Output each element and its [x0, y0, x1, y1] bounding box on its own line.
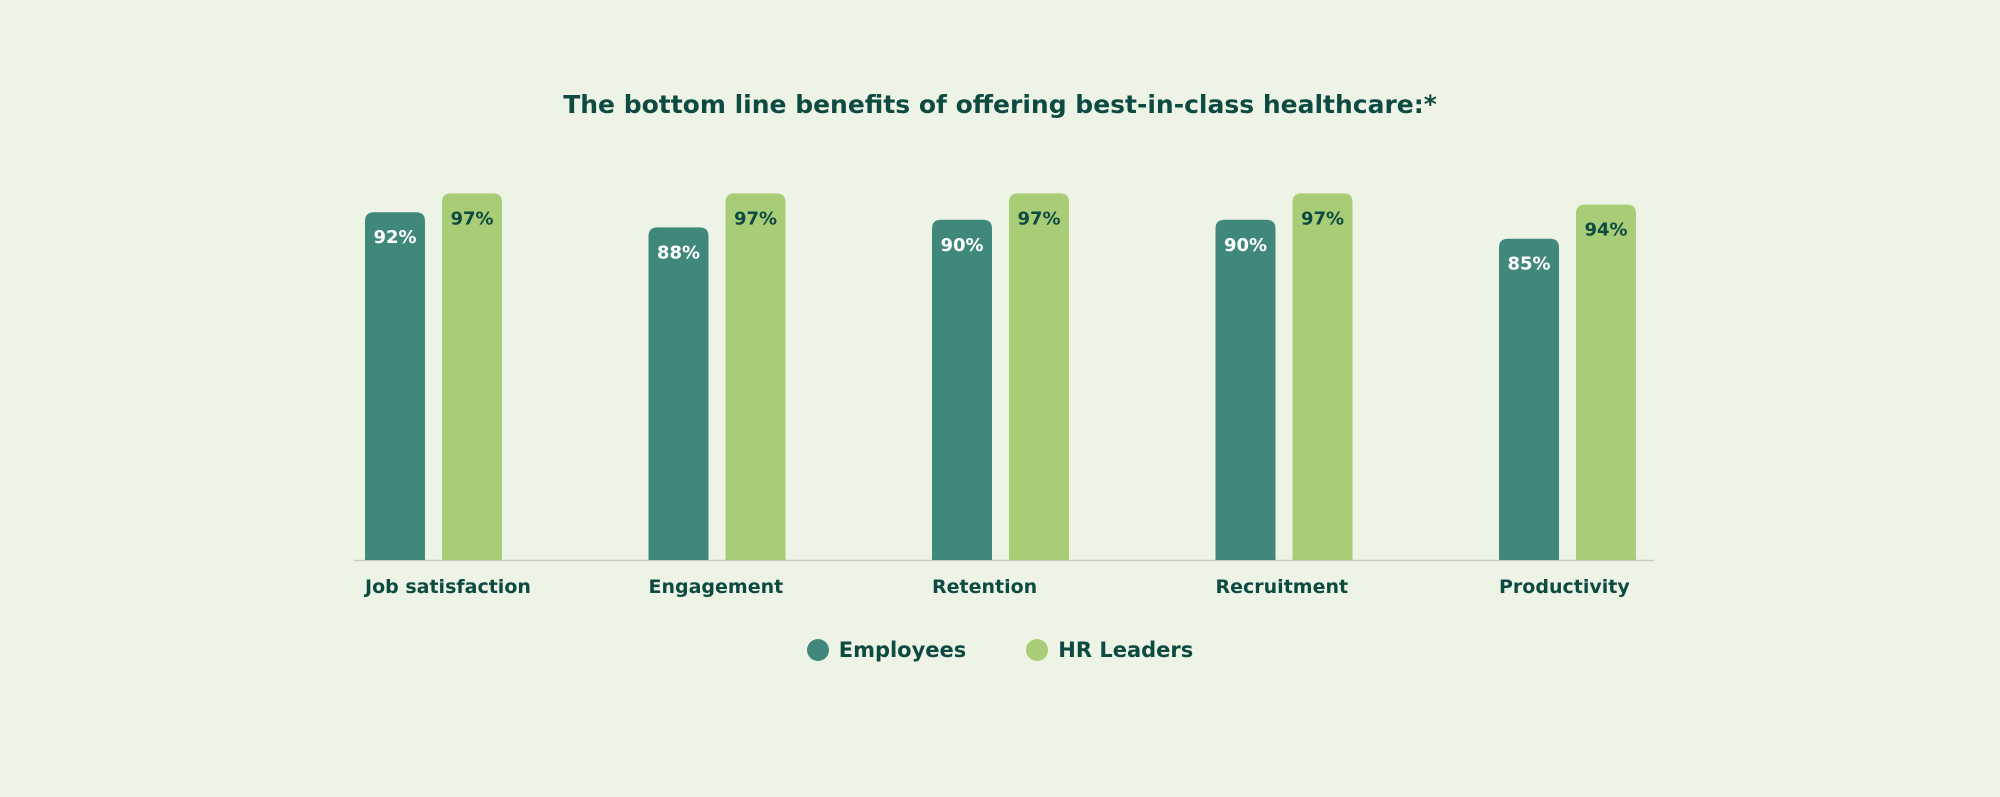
category-label-retention: Retention [932, 576, 1037, 598]
value-label-hr-leaders-retention: 97% [1017, 208, 1060, 229]
bar-employees-productivity [1499, 238, 1559, 560]
bar-hr-leaders-engagement [725, 193, 786, 560]
value-label-employees-productivity: 85% [1507, 254, 1550, 275]
category-label-productivity: Productivity [1499, 576, 1630, 598]
legend-item-hr-leaders: HR Leaders [1026, 638, 1193, 662]
bar-employees-engagement [648, 227, 709, 561]
category-label-job-satisfaction: Job satisfaction [363, 576, 531, 598]
bar-employees-retention [932, 219, 992, 561]
value-label-hr-leaders-productivity: 94% [1584, 220, 1627, 241]
value-label-hr-leaders-recruitment: 97% [1301, 208, 1344, 229]
bar-hr-leaders-recruitment [1292, 193, 1353, 560]
legend-item-employees: Employees [806, 638, 967, 662]
value-label-employees-recruitment: 90% [1224, 235, 1267, 256]
legend: Employees HR Leaders [0, 638, 2000, 662]
legend-label-hr-leaders: HR Leaders [1058, 638, 1194, 662]
legend-swatch-employees [806, 639, 829, 661]
bar-hr-leaders-retention [1009, 193, 1069, 560]
value-label-employees-engagement: 88% [657, 242, 700, 263]
value-label-hr-leaders-job-satisfaction: 97% [450, 208, 493, 229]
legend-swatch-hr-leaders [1026, 639, 1049, 661]
value-label-employees-retention: 90% [940, 235, 983, 256]
bar-employees-recruitment [1215, 219, 1276, 561]
value-label-hr-leaders-engagement: 97% [734, 208, 777, 229]
category-label-engagement: Engagement [649, 576, 784, 598]
bar-hr-leaders-job-satisfaction [442, 193, 502, 560]
category-label-recruitment: Recruitment [1216, 576, 1349, 598]
bar-employees-job-satisfaction [365, 212, 425, 561]
value-label-employees-job-satisfaction: 92% [373, 227, 416, 248]
chart-title: The bottom line benefits of offering bes… [563, 90, 1437, 119]
bar-hr-leaders-productivity [1576, 204, 1636, 560]
legend-label-employees: Employees [838, 638, 967, 662]
